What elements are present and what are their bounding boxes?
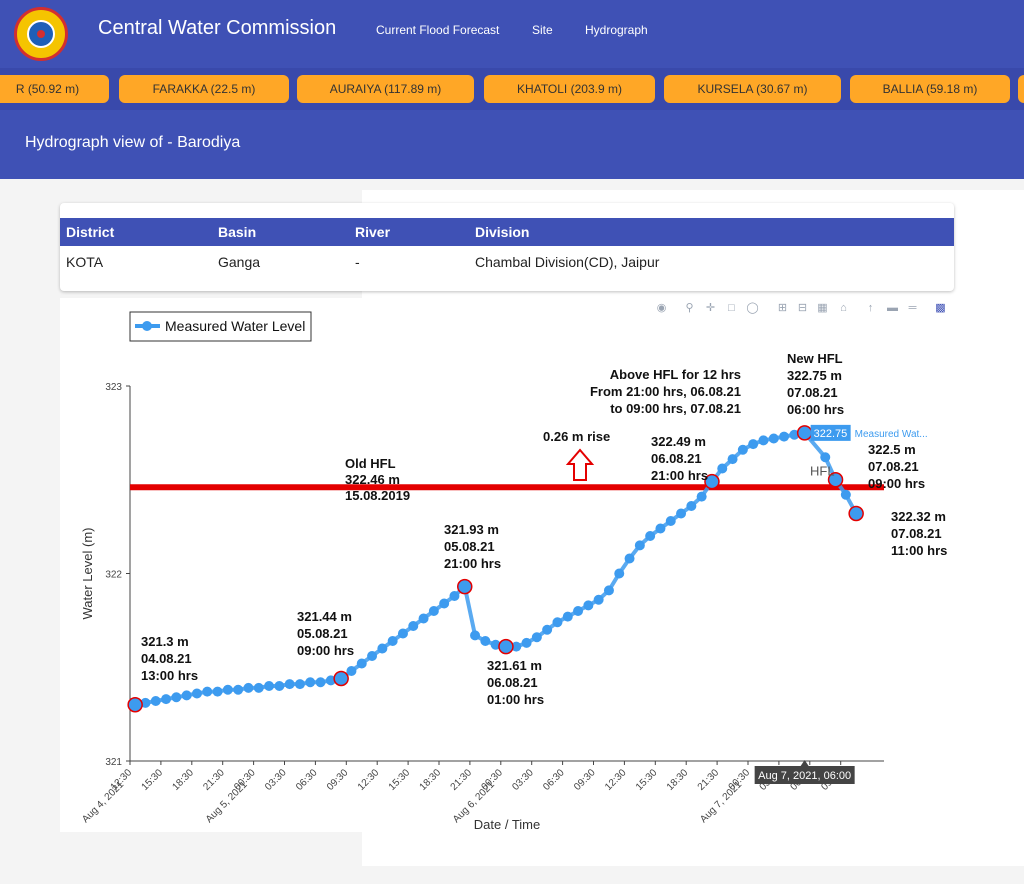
top-navbar: Central Water Commission Current Flood F… [0, 0, 1024, 68]
nav-hydrograph[interactable]: Hydrograph [585, 23, 648, 37]
box-select-icon[interactable]: □ [728, 302, 735, 314]
station-chip[interactable]: AURAIYA (117.89 m) [297, 75, 474, 103]
plotly-logo-icon[interactable]: ▩ [935, 302, 946, 314]
cell-river: - [355, 254, 360, 270]
station-chip[interactable]: KHATOLI (203.9 m) [484, 75, 655, 103]
cwc-logo-icon[interactable] [14, 7, 68, 61]
home-icon[interactable]: ⌂ [840, 302, 847, 314]
hydrograph-chart [60, 298, 954, 832]
header-basin: Basin [218, 224, 257, 240]
cell-division: Chambal Division(CD), Jaipur [475, 254, 660, 270]
hover-closest-icon[interactable]: ▬ [887, 302, 898, 314]
pan-icon[interactable]: ✛ [705, 302, 716, 314]
spike-lines-icon[interactable]: ↑ [867, 302, 874, 314]
station-chip[interactable]: R (50.92 m) [0, 75, 109, 103]
nav-site[interactable]: Site [532, 23, 553, 37]
camera-icon[interactable]: ◉ [656, 302, 667, 314]
hover-compare-icon[interactable]: ═ [908, 302, 917, 314]
table-header [60, 218, 954, 246]
zoom-out-icon[interactable]: ⊟ [797, 302, 808, 314]
autoscale-icon[interactable]: ▦ [817, 302, 828, 314]
app-title[interactable]: Central Water Commission [98, 17, 337, 39]
station-chip[interactable]: BALLIA (59.18 m) [850, 75, 1010, 103]
page-banner [0, 110, 1024, 179]
page-title: Hydrograph view of - Barodiya [25, 134, 241, 151]
station-info-table [60, 203, 954, 291]
nav-current-flood-forecast[interactable]: Current Flood Forecast [376, 23, 500, 37]
station-chip[interactable]: KURSELA (30.67 m) [664, 75, 841, 103]
header-district: District [66, 224, 115, 240]
header-division: Division [475, 224, 530, 240]
lasso-select-icon[interactable]: ◯ [746, 302, 759, 314]
cell-basin: Ganga [218, 254, 261, 270]
zoom-icon[interactable]: ⚲ [685, 302, 694, 314]
station-chip[interactable] [1018, 75, 1024, 103]
zoom-in-icon[interactable]: ⊞ [777, 302, 788, 314]
station-ticker: R (50.92 m) FARAKKA (22.5 m) AURAIYA (11… [0, 68, 1024, 110]
station-chip[interactable]: FARAKKA (22.5 m) [119, 75, 289, 103]
header-river: River [355, 224, 391, 240]
cell-district: KOTA [66, 254, 104, 270]
